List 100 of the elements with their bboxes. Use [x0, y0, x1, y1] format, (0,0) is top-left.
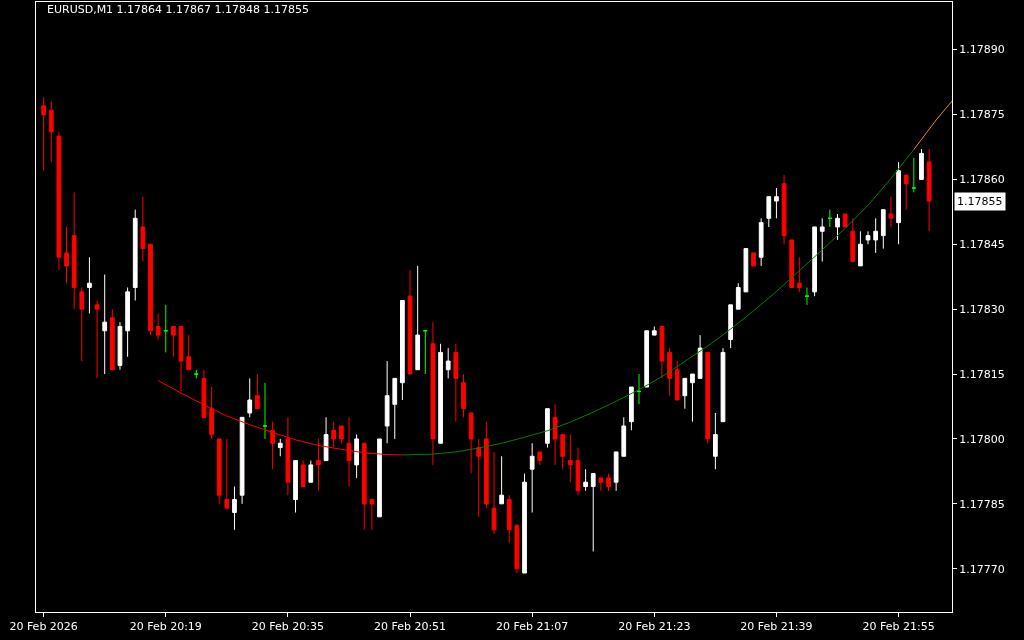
candlestick	[674, 360, 680, 401]
candlestick	[155, 312, 161, 340]
candlestick	[430, 321, 436, 466]
candlestick	[438, 343, 443, 444]
candlestick	[491, 451, 497, 535]
candlestick	[667, 347, 672, 397]
candlestick	[583, 468, 588, 492]
candlestick	[896, 161, 901, 245]
candlestick	[224, 438, 230, 509]
x-tick-label: 20 Feb 20:51	[373, 620, 447, 634]
candlestick	[789, 239, 795, 289]
candlestick	[522, 473, 527, 574]
chart-title: EURUSD,M1 1.17864 1.17867 1.17848 1.17855	[46, 2, 310, 16]
candlestick	[598, 477, 604, 492]
candlestick	[186, 334, 192, 371]
y-tick-label: 1.17845	[959, 238, 1005, 252]
candlestick	[216, 438, 222, 505]
candlestick	[94, 300, 100, 379]
candlestick	[323, 416, 329, 462]
candlestick	[537, 451, 543, 466]
candlestick	[690, 373, 695, 423]
x-tick-label: 20 Feb 20:19	[129, 620, 202, 634]
candlestick	[720, 347, 726, 423]
candlestick	[209, 386, 214, 440]
candlestick	[758, 217, 764, 267]
candlestick	[453, 343, 459, 423]
text: 1.17855	[957, 195, 1003, 208]
candlestick	[140, 196, 146, 263]
candlestick	[300, 460, 306, 488]
candlestick	[850, 217, 856, 263]
candlestick	[377, 438, 382, 518]
candlestick	[239, 416, 245, 505]
candlestick	[79, 287, 85, 362]
y-tick-label: 1.17815	[959, 367, 1005, 381]
candlestick	[247, 377, 253, 418]
candlestick	[827, 209, 833, 228]
candlestick	[41, 96, 46, 172]
candlestick	[812, 226, 817, 297]
candlestick	[781, 174, 787, 245]
candlestick	[774, 187, 779, 219]
candlestick	[735, 282, 741, 310]
candlestick	[590, 473, 596, 552]
candlestick	[87, 256, 92, 314]
candlestick	[407, 269, 413, 375]
candlestick	[476, 438, 482, 518]
candlestick	[422, 330, 428, 375]
candlestick	[903, 174, 909, 211]
candlestick	[796, 256, 802, 293]
candlestick	[629, 386, 634, 431]
candlestick	[506, 494, 512, 544]
candlestick	[728, 304, 733, 349]
candlestick	[369, 499, 375, 531]
candlestick	[911, 157, 917, 193]
candlestick	[193, 369, 199, 379]
candlestick	[575, 447, 581, 496]
candlestick	[445, 347, 451, 379]
candlestick	[606, 473, 611, 492]
y-tick-label: 1.17830	[959, 303, 1005, 317]
candlestick	[842, 213, 848, 228]
candlestick	[873, 217, 879, 254]
candlestick	[552, 403, 558, 466]
candlestick	[354, 434, 359, 479]
x-tick-label: 20 Feb 2026	[9, 620, 78, 634]
candlestick	[499, 455, 504, 505]
candlestick	[293, 460, 298, 513]
x-tick-label: 20 Feb 21:39	[740, 620, 813, 634]
y-tick-label: 1.17800	[959, 432, 1005, 446]
candlestick	[102, 274, 108, 375]
candlestick	[751, 252, 756, 267]
candlestick	[331, 421, 337, 449]
y-tick-label: 1.17860	[959, 173, 1005, 187]
candlestick	[613, 451, 619, 492]
candlestick	[109, 308, 115, 371]
x-tick-label: 20 Feb 20:35	[251, 620, 324, 634]
candlestick	[48, 101, 54, 163]
candlestick	[926, 148, 932, 232]
candlestick	[468, 412, 474, 475]
candlestick	[697, 334, 703, 379]
x-tick-label: 20 Feb 21:55	[862, 620, 935, 634]
candlestick	[232, 486, 237, 531]
candlestick	[743, 248, 749, 293]
candlestick	[514, 524, 520, 574]
candlestick	[819, 217, 825, 263]
line-series	[401, 149, 915, 456]
candlestick	[567, 434, 573, 483]
candlestick	[255, 373, 260, 410]
candlestick	[132, 209, 138, 302]
x-tick-label: 20 Feb 21:07	[496, 620, 569, 634]
candlestick	[71, 191, 77, 310]
candlestick	[171, 325, 176, 358]
candlestick	[888, 196, 894, 228]
candlestick	[705, 351, 711, 444]
x-tick-label: 20 Feb 21:23	[618, 620, 691, 634]
candlestick	[338, 425, 344, 444]
y-tick-label: 1.17785	[959, 497, 1005, 511]
candlestick	[384, 360, 390, 444]
y-tick-label: 1.17890	[959, 43, 1005, 57]
candlestick	[560, 434, 566, 470]
y-tick-label: 1.17875	[959, 108, 1005, 122]
candlestick	[713, 412, 718, 470]
